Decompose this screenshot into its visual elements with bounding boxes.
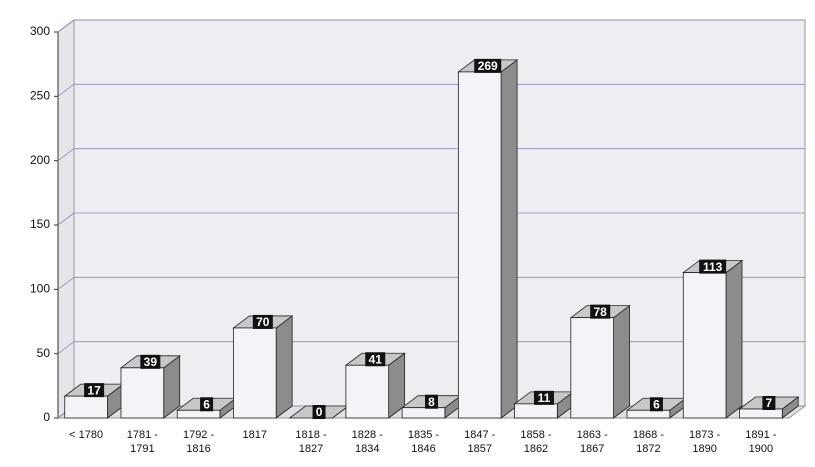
grid-line [57, 341, 75, 354]
x-tick-label: 1817 [242, 429, 268, 441]
grid-line [57, 19, 75, 33]
x-tick-label: 1847 - 1857 [464, 429, 496, 455]
x-tick-label: 1891 - 1900 [745, 429, 777, 455]
y-tick-label: 200 [30, 153, 50, 167]
value-label: 17 [87, 383, 101, 397]
value-label-box [200, 397, 214, 412]
x-tick-label: < 1780 [69, 429, 104, 441]
value-label-box [140, 354, 161, 369]
value-label-box [590, 304, 611, 319]
bar [682, 272, 727, 419]
bar [120, 367, 165, 419]
x-tick-label: 1858 - 1862 [520, 429, 552, 455]
bar-side [613, 304, 630, 419]
value-label-box [425, 394, 438, 409]
value-label: 6 [203, 397, 210, 411]
value-label-box [762, 395, 776, 410]
bar [401, 407, 446, 419]
x-tick-label: 1792 - 1816 [182, 429, 215, 455]
value-label: 78 [594, 305, 608, 319]
value-label: 70 [256, 315, 270, 329]
value-label-box [533, 390, 554, 405]
grid-line [57, 148, 75, 161]
bar-side [500, 59, 518, 419]
x-tick-label: 1873 - 1890 [689, 429, 721, 455]
value-label-box [365, 352, 386, 367]
bar-side [725, 259, 743, 419]
x-tick-label: 1781 - 1791 [126, 429, 158, 455]
value-label-box [699, 259, 727, 274]
y-tick-label: 0 [43, 410, 50, 424]
bar [739, 408, 783, 419]
bar [64, 395, 108, 419]
bar-side [275, 315, 293, 419]
bar [570, 317, 614, 419]
bar [176, 409, 221, 419]
value-label-box [312, 405, 326, 419]
y-tick-label: 150 [30, 217, 50, 231]
value-label-box [649, 397, 663, 412]
value-label: 7 [766, 396, 773, 410]
value-label-box [252, 314, 273, 329]
value-label: 8 [428, 395, 435, 409]
bar [457, 71, 502, 419]
grid-line [57, 84, 75, 97]
value-label-box [84, 383, 105, 398]
x-tick-label: 1868 - 1872 [632, 429, 665, 455]
value-label: 0 [316, 405, 323, 419]
value-label: 269 [478, 59, 498, 73]
value-label: 41 [369, 352, 383, 366]
y-tick-label: 100 [30, 282, 50, 296]
bar [233, 327, 277, 419]
x-tick-label: 1828 - 1834 [351, 429, 383, 455]
x-tick-label: 1863 - 1867 [576, 429, 608, 455]
value-label-box [474, 58, 502, 73]
bar [345, 364, 390, 419]
value-label: 113 [703, 260, 723, 274]
x-tick-label: 1818 - 1827 [295, 429, 327, 455]
y-tick-label: 250 [30, 89, 50, 103]
y-tick-label: 300 [30, 24, 50, 38]
value-label: 11 [538, 391, 551, 405]
value-label: 6 [653, 397, 660, 411]
grid-line [57, 277, 75, 290]
y-tick-label: 50 [37, 346, 51, 360]
grid-line [57, 212, 75, 226]
bar [514, 403, 558, 419]
bar [626, 409, 671, 419]
value-label: 39 [144, 355, 158, 369]
x-tick-label: 1835 - 1846 [407, 429, 440, 455]
